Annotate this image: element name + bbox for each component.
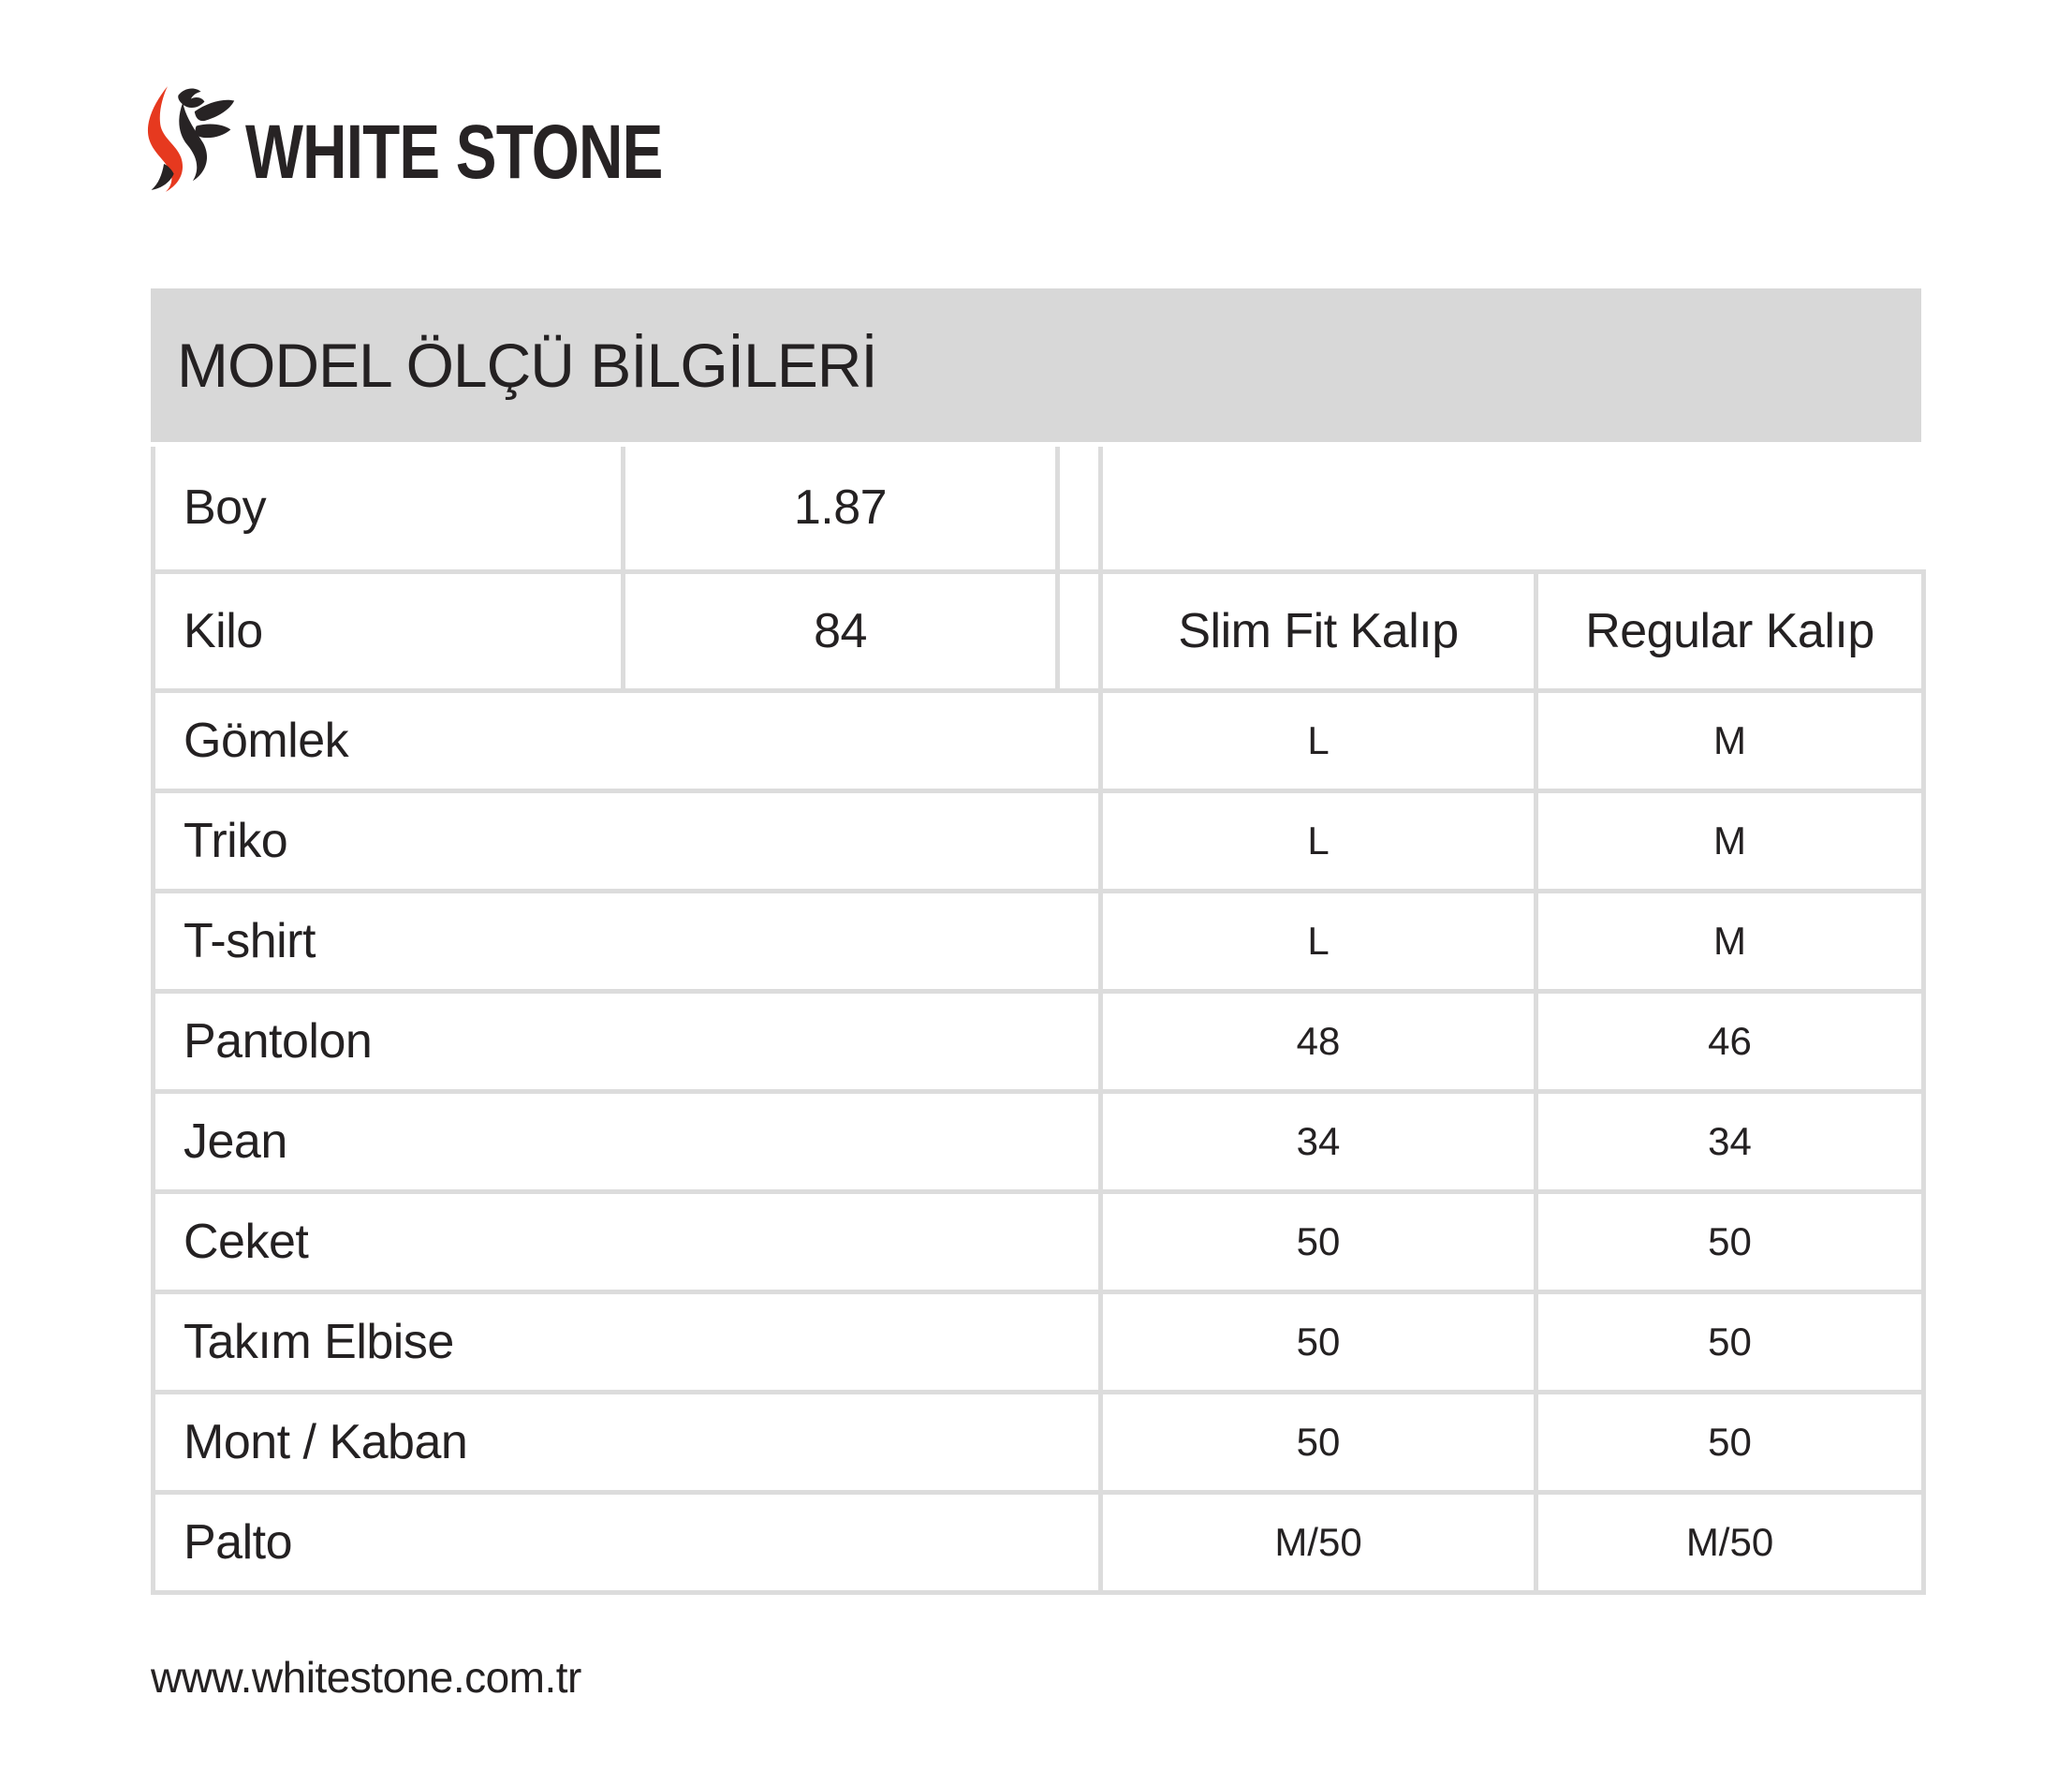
slim-fit-value: 34 — [1098, 1088, 1538, 1194]
slim-fit-value: 50 — [1098, 1289, 1538, 1394]
regular-fit-value: 50 — [1534, 1389, 1926, 1495]
size-row: Pantolon 48 46 — [151, 988, 1926, 1094]
slim-fit-value: L — [1098, 687, 1538, 793]
row-label: Triko — [151, 788, 1103, 893]
regular-fit-value: 34 — [1534, 1088, 1926, 1194]
slim-fit-value: 50 — [1098, 1188, 1538, 1294]
row-label: Boy — [151, 447, 625, 574]
regular-fit-value: M — [1534, 888, 1926, 994]
row-label: Mont / Kaban — [151, 1389, 1103, 1495]
gutter-cell — [1055, 568, 1103, 693]
regular-fit-value: M — [1534, 788, 1926, 893]
size-row: Ceket 50 50 — [151, 1188, 1926, 1294]
row-label: T-shirt — [151, 888, 1103, 994]
row-label: Ceket — [151, 1188, 1103, 1294]
chart-title-bar: MODEL ÖLÇÜ BİLGİLERİ — [151, 288, 1921, 442]
brand-name: WHITE STONE — [245, 110, 663, 195]
website-text: www.whitestone.com.tr — [151, 1653, 581, 1702]
fit-column-header-regular: Regular Kalıp — [1534, 568, 1926, 693]
slim-fit-value: M/50 — [1098, 1489, 1538, 1595]
size-row: Triko L M — [151, 788, 1926, 893]
row-label: Jean — [151, 1088, 1103, 1194]
size-row: Takım Elbise 50 50 — [151, 1289, 1926, 1394]
size-row: Gömlek L M — [151, 687, 1926, 793]
model-height-value: 1.87 — [621, 447, 1060, 574]
size-row: Palto M/50 M/50 — [151, 1489, 1926, 1595]
row-label: Pantolon — [151, 988, 1103, 1094]
row-label: Takım Elbise — [151, 1289, 1103, 1394]
chart-title: MODEL ÖLÇÜ BİLGİLERİ — [177, 331, 878, 400]
regular-fit-value: 46 — [1534, 988, 1926, 1094]
fit-column-header-slim: Slim Fit Kalıp — [1098, 568, 1538, 693]
regular-fit-value: M/50 — [1534, 1489, 1926, 1595]
model-weight-value: 84 — [621, 568, 1060, 693]
slim-fit-value: 50 — [1098, 1389, 1538, 1495]
size-row: Jean 34 34 — [151, 1088, 1926, 1194]
slim-fit-value: 48 — [1098, 988, 1538, 1094]
size-row: Mont / Kaban 50 50 — [151, 1389, 1926, 1495]
slim-fit-value: L — [1098, 788, 1538, 893]
regular-fit-value: 50 — [1534, 1188, 1926, 1294]
regular-fit-value: 50 — [1534, 1289, 1926, 1394]
row-label: Palto — [151, 1489, 1103, 1595]
model-info-row: Kilo 84 Slim Fit Kalıp Regular Kalıp — [151, 568, 1926, 693]
model-info-row: Boy 1.87 — [151, 447, 1924, 574]
regular-fit-value: M — [1534, 687, 1926, 793]
row-label: Gömlek — [151, 687, 1103, 793]
size-table: Boy 1.87 Kilo 84 Slim Fit Kalıp Regular … — [151, 447, 1926, 1595]
size-row: T-shirt L M — [151, 888, 1926, 994]
empty-cell — [1098, 447, 1924, 574]
slim-fit-value: L — [1098, 888, 1538, 994]
row-label: Kilo — [151, 568, 625, 693]
gutter-cell — [1055, 447, 1103, 574]
phoenix-icon — [147, 86, 235, 192]
